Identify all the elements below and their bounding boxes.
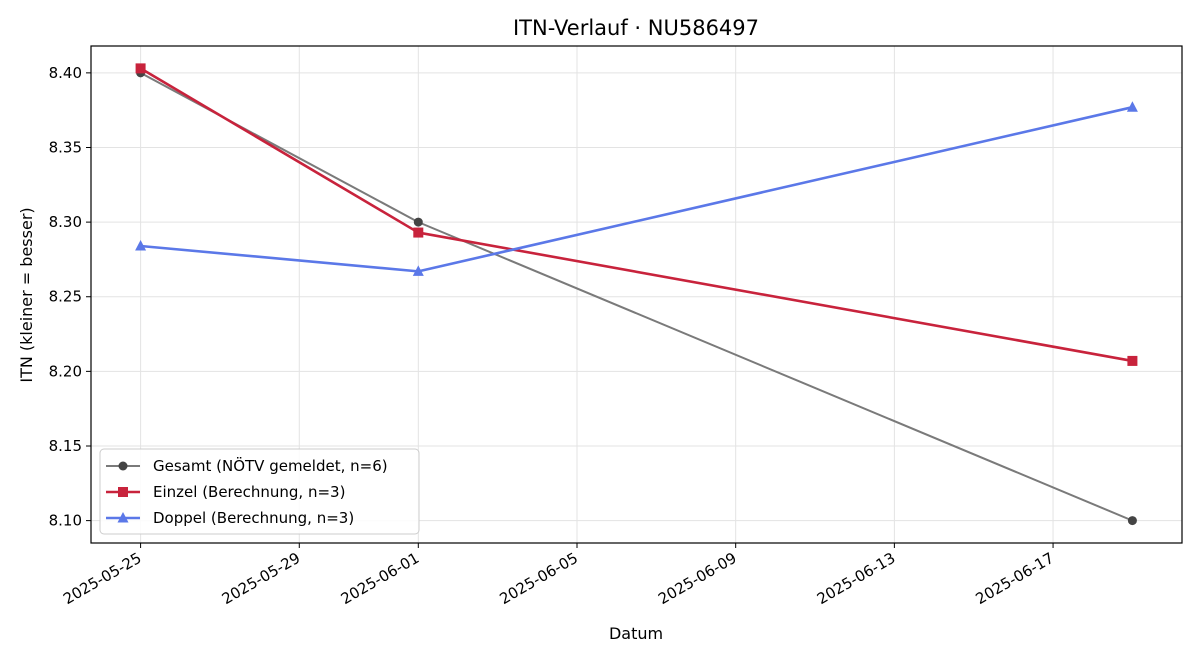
legend-box <box>99 448 420 535</box>
x-axis-label: Datum <box>609 624 663 643</box>
y-axis-ticks: 8.10 8.15 8.20 8.25 8.30 8.35 8.40 <box>49 64 91 530</box>
plot-frame <box>90 45 1183 544</box>
y-tick-label: 8.10 <box>49 512 82 530</box>
y-tick-label: 8.30 <box>49 213 82 231</box>
y-tick-label: 8.15 <box>49 437 82 455</box>
y-tick-label: 8.35 <box>49 138 82 156</box>
y-tick-label: 8.40 <box>49 64 82 82</box>
series-line <box>140 105 1133 273</box>
legend-label: Gesamt (NÖTV gemeldet, n=6) <box>153 456 388 475</box>
x-tick-label: 2025-06-17 <box>973 549 1058 608</box>
data-point <box>1127 355 1138 366</box>
series-line <box>139 67 1133 363</box>
series-2 <box>135 101 1138 276</box>
x-tick-label: 2025-05-25 <box>60 549 145 608</box>
data-point <box>413 227 424 238</box>
grid <box>91 46 1182 543</box>
legend-marker <box>118 461 128 471</box>
data-point <box>1126 101 1138 112</box>
legend-marker <box>117 512 129 523</box>
y-axis-label: ITN (kleiner = besser) <box>17 207 36 382</box>
x-tick-label: 2025-06-13 <box>814 549 899 608</box>
chart-title: ITN-Verlauf · NU586497 <box>513 16 759 40</box>
legend-label: Doppel (Berechnung, n=3) <box>153 509 354 527</box>
x-tick-label: 2025-06-05 <box>496 549 581 608</box>
y-tick-label: 8.25 <box>49 288 82 306</box>
legend: Gesamt (NÖTV gemeldet, n=6) Einzel (Berec… <box>99 448 420 535</box>
x-tick-label: 2025-05-29 <box>219 549 304 608</box>
data-point <box>413 217 423 227</box>
data-point <box>412 265 424 276</box>
x-tick-label: 2025-06-01 <box>338 549 423 608</box>
data-point <box>1127 516 1137 526</box>
data-point <box>135 63 146 74</box>
legend-label: Einzel (Berechnung, n=3) <box>153 483 345 501</box>
legend-marker <box>118 487 128 497</box>
series-layer <box>135 63 1138 526</box>
data-point <box>135 239 147 251</box>
x-axis-ticks: 2025-05-25 2025-05-29 2025-06-01 2025-06-05… <box>60 543 1057 608</box>
y-tick-label: 8.20 <box>49 362 82 380</box>
x-tick-label: 2025-06-09 <box>655 549 740 608</box>
series-1 <box>135 63 1138 366</box>
